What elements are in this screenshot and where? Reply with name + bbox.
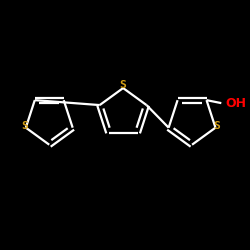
Text: S: S — [213, 122, 220, 132]
Text: S: S — [21, 122, 28, 132]
Text: S: S — [120, 80, 126, 90]
Text: OH: OH — [225, 97, 246, 110]
